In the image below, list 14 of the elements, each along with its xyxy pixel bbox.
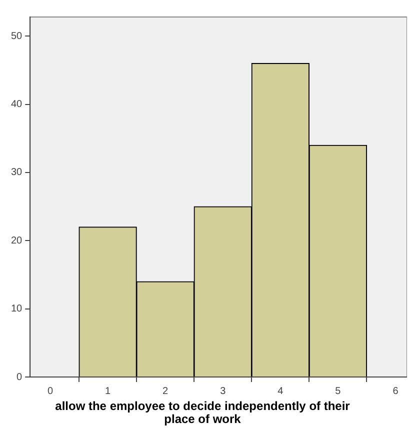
x-tick-label: 2 — [162, 386, 169, 397]
y-tick-label: 0 — [16, 372, 23, 383]
y-tick-label: 20 — [11, 235, 23, 246]
x-tick-label: 4 — [278, 386, 284, 397]
x-tick-label: 1 — [105, 386, 112, 397]
y-tick-label: 10 — [11, 304, 23, 315]
y-tick-label: 40 — [11, 99, 23, 110]
y-tick-label: 50 — [11, 30, 23, 42]
x-tick-label: 6 — [392, 386, 399, 397]
x-tick-label: 3 — [220, 386, 226, 397]
x-axis-title: allow the employee to decide independently of their place of work — [54, 399, 351, 426]
x-tick-label: 0 — [47, 386, 54, 397]
x-tick-label: 5 — [335, 386, 342, 397]
y-tick-label: 30 — [11, 167, 23, 178]
